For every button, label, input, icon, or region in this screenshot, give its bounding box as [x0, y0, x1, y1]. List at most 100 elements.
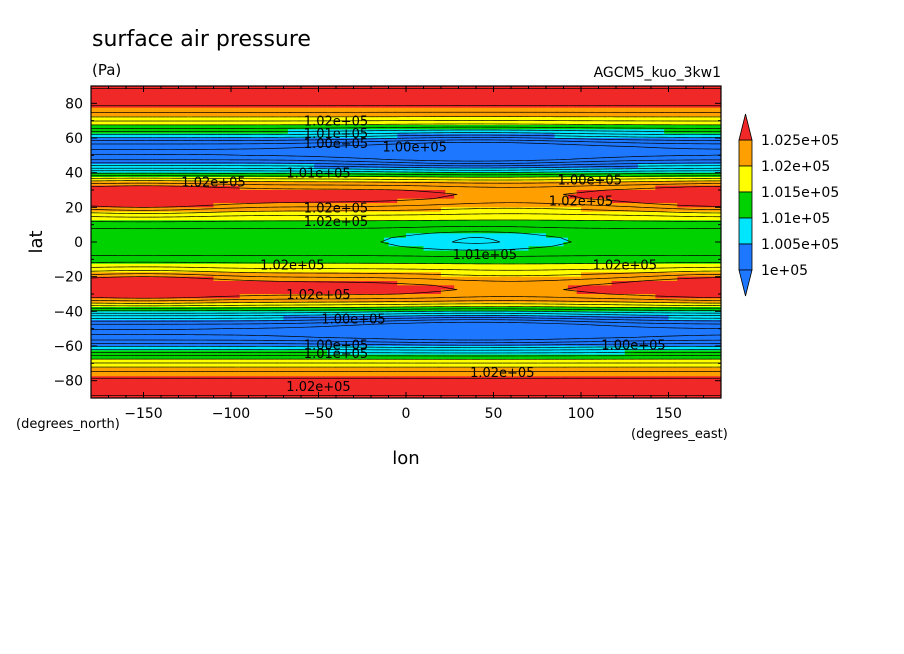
- field-cell: [441, 120, 446, 126]
- field-cell: [401, 211, 407, 217]
- field-cell: [559, 224, 565, 230]
- field-cell: [506, 194, 512, 200]
- field-cell: [594, 198, 600, 204]
- field-cell: [524, 194, 530, 200]
- field-cell: [484, 90, 490, 96]
- field-cell: [699, 99, 705, 104]
- field-cell: [620, 203, 626, 208]
- field-cell: [537, 146, 543, 152]
- field-cell: [152, 125, 158, 130]
- field-cell: [104, 185, 110, 191]
- field-cell: [397, 120, 403, 126]
- field-cell: [686, 155, 691, 161]
- field-cell: [476, 99, 481, 104]
- field-cell: [327, 133, 333, 139]
- field-cell: [436, 107, 442, 113]
- field-cell: [126, 220, 131, 226]
- field-cell: [305, 107, 311, 113]
- field-cell: [248, 172, 254, 178]
- field-cell: [476, 120, 481, 126]
- field-cell: [664, 129, 670, 135]
- field-cell: [213, 99, 219, 104]
- field-cell: [196, 207, 201, 213]
- field-cell: [143, 207, 149, 213]
- field-cell: [99, 194, 105, 200]
- field-cell: [121, 125, 127, 130]
- field-cell: [226, 112, 232, 117]
- field-cell: [589, 90, 595, 96]
- field-cell: [432, 181, 438, 187]
- field-cell: [261, 120, 267, 126]
- field-cell: [585, 229, 591, 234]
- field-cell: [283, 194, 289, 200]
- field-cell: [239, 177, 245, 182]
- field-cell: [209, 112, 215, 117]
- field-cell: [410, 233, 416, 239]
- field-cell: [182, 172, 188, 178]
- field-cell: [642, 181, 648, 187]
- field-cell: [200, 229, 206, 234]
- field-cell: [598, 120, 604, 126]
- field-cell: [410, 198, 416, 204]
- field-cell: [366, 138, 372, 143]
- field-cell: [476, 185, 481, 191]
- field-cell: [423, 159, 429, 165]
- field-cell: [554, 203, 560, 208]
- field-cell: [217, 233, 223, 239]
- field-cell: [454, 159, 460, 165]
- field-cell: [257, 142, 263, 148]
- field-cell: [607, 172, 613, 178]
- field-cell: [401, 229, 407, 234]
- field-cell: [414, 107, 420, 113]
- field-cell: [134, 155, 140, 161]
- field-cell: [248, 190, 254, 195]
- field-cell: [655, 164, 661, 169]
- field-cell: [108, 177, 114, 182]
- field-cell: [712, 159, 718, 165]
- field-cell: [594, 146, 600, 152]
- field-cell: [441, 229, 446, 234]
- field-cell: [235, 94, 241, 100]
- field-cell: [445, 177, 451, 182]
- field-cell: [112, 142, 118, 148]
- field-cell: [349, 129, 355, 135]
- field-cell: [287, 211, 293, 217]
- field-cell: [174, 112, 180, 117]
- field-cell: [664, 142, 670, 148]
- field-cell: [296, 155, 302, 161]
- field-cell: [322, 142, 328, 148]
- field-cell: [244, 177, 250, 182]
- field-cell: [209, 198, 215, 204]
- field-cell: [554, 112, 560, 117]
- field-cell: [362, 190, 368, 195]
- field-cell: [152, 198, 158, 204]
- field-cell: [445, 168, 451, 174]
- field-cell: [528, 181, 534, 187]
- field-cell: [204, 233, 210, 239]
- field-cell: [178, 125, 184, 130]
- run-label: AGCM5_kuo_3kw1: [594, 65, 721, 81]
- field-cell: [261, 216, 267, 221]
- field-cell: [506, 164, 512, 169]
- field-cell: [594, 151, 600, 156]
- field-cell: [602, 120, 608, 126]
- field-cell: [537, 129, 543, 135]
- field-cell: [511, 233, 516, 239]
- field-cell: [567, 112, 573, 117]
- field-cell: [541, 198, 547, 204]
- field-cell: [563, 99, 569, 104]
- field-cell: [484, 133, 490, 139]
- field-cell: [217, 203, 223, 208]
- field-cell: [178, 220, 184, 226]
- field-cell: [651, 177, 656, 182]
- field-cell: [471, 159, 477, 165]
- field-cell: [410, 120, 416, 126]
- field-cell: [537, 172, 543, 178]
- field-cell: [707, 99, 713, 104]
- chart-title: surface air pressure: [92, 27, 311, 52]
- field-cell: [257, 190, 263, 195]
- field-cell: [99, 94, 105, 100]
- field-cell: [178, 194, 184, 200]
- field-cell: [458, 159, 464, 165]
- field-cell: [117, 116, 123, 122]
